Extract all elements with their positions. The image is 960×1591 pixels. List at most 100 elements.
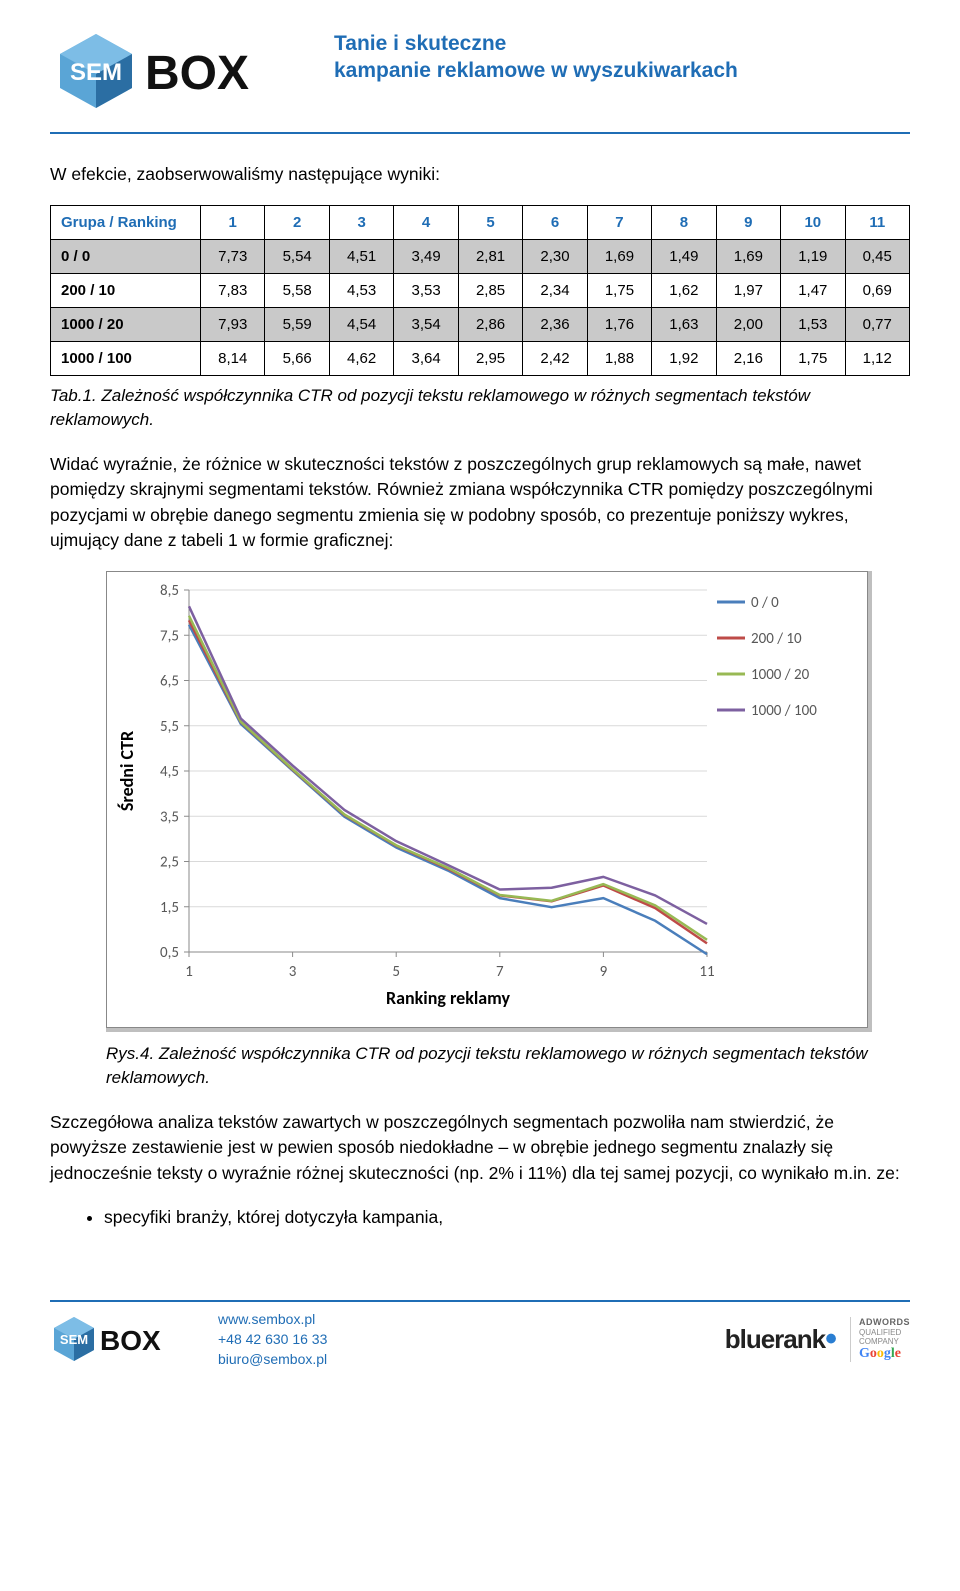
table-cell: 1,12 xyxy=(845,342,909,376)
table-cell: 1,88 xyxy=(587,342,651,376)
table-cell: 1,63 xyxy=(652,308,716,342)
logo-box-text: BOX xyxy=(145,47,249,100)
adwords-badge: ADWORDS QUALIFIED COMPANY Google xyxy=(850,1317,910,1362)
contact-url: www.sembox.pl xyxy=(218,1310,327,1330)
logo-sem-text: SEM xyxy=(70,59,122,86)
table-cell: 3,53 xyxy=(394,274,458,308)
table-header-label: Grupa / Ranking xyxy=(51,206,201,240)
table-cell: 2,85 xyxy=(458,274,522,308)
footer-rule xyxy=(50,1300,910,1302)
contact-email: biuro@sembox.pl xyxy=(218,1350,327,1370)
table-cell: 3,64 xyxy=(394,342,458,376)
table-cell: 3,54 xyxy=(394,308,458,342)
table-row-label: 1000 / 20 xyxy=(51,308,201,342)
table-header-col: 11 xyxy=(845,206,909,240)
table-cell: 5,58 xyxy=(265,274,329,308)
table-header-col: 10 xyxy=(781,206,845,240)
svg-text:0 / 0: 0 / 0 xyxy=(751,594,779,612)
table-row-label: 1000 / 100 xyxy=(51,342,201,376)
svg-text:7: 7 xyxy=(496,963,504,981)
table-header-col: 2 xyxy=(265,206,329,240)
header-line2: kampanie reklamowe w wyszukiwarkach xyxy=(334,57,738,84)
table-header-col: 7 xyxy=(587,206,651,240)
table-cell: 4,53 xyxy=(329,274,393,308)
google-logo: Google xyxy=(859,1346,910,1362)
table-row: 200 / 107,835,584,533,532,852,341,751,62… xyxy=(51,274,910,308)
table-header-col: 3 xyxy=(329,206,393,240)
table-cell: 1,97 xyxy=(716,274,780,308)
table-header-col: 5 xyxy=(458,206,522,240)
table-cell: 1,69 xyxy=(587,240,651,274)
sembox-logo-small: SEM BOX xyxy=(50,1315,200,1365)
svg-text:1: 1 xyxy=(185,963,193,981)
table-cell: 1,75 xyxy=(587,274,651,308)
svg-text:SEM: SEM xyxy=(60,1332,88,1347)
table-header-col: 8 xyxy=(652,206,716,240)
svg-text:5,5: 5,5 xyxy=(160,718,179,736)
bluerank-logo: bluerank• xyxy=(725,1324,836,1355)
svg-text:2,5: 2,5 xyxy=(160,854,179,872)
svg-text:9: 9 xyxy=(600,963,608,981)
table-cell: 4,51 xyxy=(329,240,393,274)
table-header-col: 6 xyxy=(523,206,587,240)
table-cell: 1,49 xyxy=(652,240,716,274)
table-cell: 0,69 xyxy=(845,274,909,308)
page-footer: SEM BOX www.sembox.pl +48 42 630 16 33 b… xyxy=(50,1310,910,1379)
svg-text:6,5: 6,5 xyxy=(160,673,179,691)
bullet-item: specyfiki branży, której dotyczyła kampa… xyxy=(104,1204,910,1230)
table-cell: 5,59 xyxy=(265,308,329,342)
para-2: Szczegółowa analiza tekstów zawartych w … xyxy=(50,1110,910,1186)
table-cell: 7,93 xyxy=(201,308,265,342)
table-row: 0 / 07,735,544,513,492,812,301,691,491,6… xyxy=(51,240,910,274)
chart-caption: Rys.4. Zależność współczynnika CTR od po… xyxy=(50,1042,910,1090)
svg-text:1000 / 20: 1000 / 20 xyxy=(751,666,810,684)
para-1: Widać wyraźnie, że różnice w skutecznośc… xyxy=(50,452,910,554)
ctr-chart: 0,51,52,53,54,55,56,57,58,51357911Rankin… xyxy=(106,571,910,1032)
table-caption: Tab.1. Zależność współczynnika CTR od po… xyxy=(50,384,910,432)
table-cell: 1,19 xyxy=(781,240,845,274)
table-cell: 8,14 xyxy=(201,342,265,376)
table-row: 1000 / 1008,145,664,623,642,952,421,881,… xyxy=(51,342,910,376)
svg-text:BOX: BOX xyxy=(100,1325,161,1356)
table-cell: 1,69 xyxy=(716,240,780,274)
table-row: 1000 / 207,935,594,543,542,862,361,761,6… xyxy=(51,308,910,342)
table-cell: 1,53 xyxy=(781,308,845,342)
table-cell: 0,45 xyxy=(845,240,909,274)
contact-info: www.sembox.pl +48 42 630 16 33 biuro@sem… xyxy=(218,1310,327,1369)
table-cell: 1,47 xyxy=(781,274,845,308)
svg-text:1000 / 100: 1000 / 100 xyxy=(751,702,817,720)
bullet-list: specyfiki branży, której dotyczyła kampa… xyxy=(104,1204,910,1230)
table-cell: 2,00 xyxy=(716,308,780,342)
table-cell: 3,49 xyxy=(394,240,458,274)
table-header-col: 9 xyxy=(716,206,780,240)
svg-text:7,5: 7,5 xyxy=(160,628,179,646)
svg-text:8,5: 8,5 xyxy=(160,582,179,600)
header-line1: Tanie i skuteczne xyxy=(334,30,738,57)
svg-text:3: 3 xyxy=(289,963,297,981)
header-rule xyxy=(50,132,910,134)
table-header-col: 4 xyxy=(394,206,458,240)
contact-phone: +48 42 630 16 33 xyxy=(218,1330,327,1350)
table-cell: 1,62 xyxy=(652,274,716,308)
table-cell: 2,36 xyxy=(523,308,587,342)
table-cell: 1,75 xyxy=(781,342,845,376)
ctr-table: Grupa / Ranking1234567891011 0 / 07,735,… xyxy=(50,205,910,376)
table-cell: 5,66 xyxy=(265,342,329,376)
svg-text:200 / 10: 200 / 10 xyxy=(751,630,802,648)
svg-text:11: 11 xyxy=(699,963,714,981)
table-cell: 0,77 xyxy=(845,308,909,342)
table-cell: 7,83 xyxy=(201,274,265,308)
table-row-label: 0 / 0 xyxy=(51,240,201,274)
svg-text:1,5: 1,5 xyxy=(160,899,179,917)
svg-text:4,5: 4,5 xyxy=(160,763,179,781)
table-cell: 7,73 xyxy=(201,240,265,274)
table-cell: 5,54 xyxy=(265,240,329,274)
intro-text: W efekcie, zaobserwowaliśmy następujące … xyxy=(50,162,910,187)
svg-text:5: 5 xyxy=(392,963,400,981)
table-cell: 2,86 xyxy=(458,308,522,342)
header-tagline: Tanie i skuteczne kampanie reklamowe w w… xyxy=(334,30,738,85)
table-row-label: 200 / 10 xyxy=(51,274,201,308)
table-cell: 4,62 xyxy=(329,342,393,376)
page-header: SEM BOX Tanie i skuteczne kampanie rekla… xyxy=(50,30,910,124)
table-cell: 2,34 xyxy=(523,274,587,308)
